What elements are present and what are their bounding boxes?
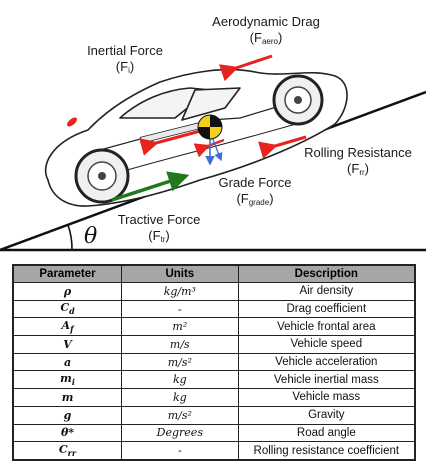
table-row: Crr - Rolling resistance coefficient — [12, 441, 416, 461]
unit-cell: m/s — [121, 335, 239, 354]
table-row: a m/s² Vehicle acceleration — [12, 352, 416, 372]
table-row: Cd - Drag coefficient — [12, 299, 416, 319]
desc-cell: Vehicle mass — [237, 388, 416, 407]
desc-cell: Gravity — [237, 405, 416, 425]
unit-cell: m/s² — [121, 352, 239, 372]
desc-cell: Vehicle speed — [237, 335, 416, 354]
table-row: mi kg Vehicle inertial mass — [12, 370, 416, 390]
desc-cell: Air density — [237, 282, 416, 301]
header-units: Units — [121, 264, 239, 283]
tractive-force-arrow — [111, 171, 190, 202]
table-row: m kg Vehicle mass — [12, 388, 416, 407]
unit-cell: m² — [121, 317, 239, 337]
header-description: Description — [237, 264, 416, 283]
inertial-force-arrow — [139, 128, 205, 156]
param-cell: Crr — [12, 441, 123, 461]
parameter-table: Parameter Units Description ρ kg/m³ Air de… — [12, 264, 416, 461]
unit-cell: kg — [121, 388, 239, 407]
aero-drag-arrow — [218, 54, 273, 82]
table-row: Af m² Vehicle frontal area — [12, 317, 416, 337]
rolling-resistance-arrow — [258, 135, 307, 159]
param-cell: a — [12, 352, 123, 372]
unit-cell: m/s² — [121, 405, 239, 425]
center-of-gravity-icon — [197, 114, 223, 140]
tractive-force-label: Tractive Force (Ftr) — [117, 212, 201, 244]
unit-cell: Degrees — [121, 423, 239, 443]
param-cell: V — [12, 335, 123, 354]
param-cell: mi — [12, 370, 123, 390]
inertial-force-label: Inertial Force (Fi) — [87, 43, 163, 75]
taillight-marker — [67, 117, 77, 127]
desc-cell: Drag coefficient — [237, 299, 416, 319]
param-cell: m — [12, 388, 123, 407]
param-cell: θ* — [12, 423, 123, 443]
desc-cell: Road angle — [237, 423, 416, 443]
front-wheel — [272, 74, 324, 126]
rear-wheel — [74, 148, 130, 204]
desc-cell: Vehicle frontal area — [237, 317, 416, 337]
param-cell: ρ — [12, 282, 123, 301]
angle-arc — [67, 224, 73, 251]
aero-drag-label: Aerodynamic Drag (Faero) — [212, 14, 320, 46]
angle-theta-label: θ — [84, 224, 98, 249]
param-cell: Af — [12, 317, 123, 337]
vehicle-force-diagram — [0, 54, 426, 252]
table-row: g m/s² Gravity — [12, 405, 416, 425]
param-cell: g — [12, 405, 123, 425]
desc-cell: Vehicle inertial mass — [237, 370, 416, 390]
unit-cell: - — [121, 299, 239, 319]
table-row: θ* Degrees Road angle — [12, 423, 416, 443]
desc-cell: Rolling resistance coefficient — [237, 441, 416, 461]
header-parameter: Parameter — [12, 264, 123, 283]
param-cell: Cd — [12, 299, 123, 319]
unit-cell: - — [121, 441, 239, 461]
unit-cell: kg — [121, 370, 239, 390]
desc-cell: Vehicle acceleration — [237, 352, 416, 372]
rolling-resistance-label: Rolling Resistance (Frr) — [304, 145, 412, 177]
table-header-row: Parameter Units Description — [12, 264, 416, 283]
grade-force-label: Grade Force (Fgrade) — [218, 175, 292, 207]
table-row: ρ kg/m³ Air density — [12, 282, 416, 301]
unit-cell: kg/m³ — [121, 282, 239, 301]
